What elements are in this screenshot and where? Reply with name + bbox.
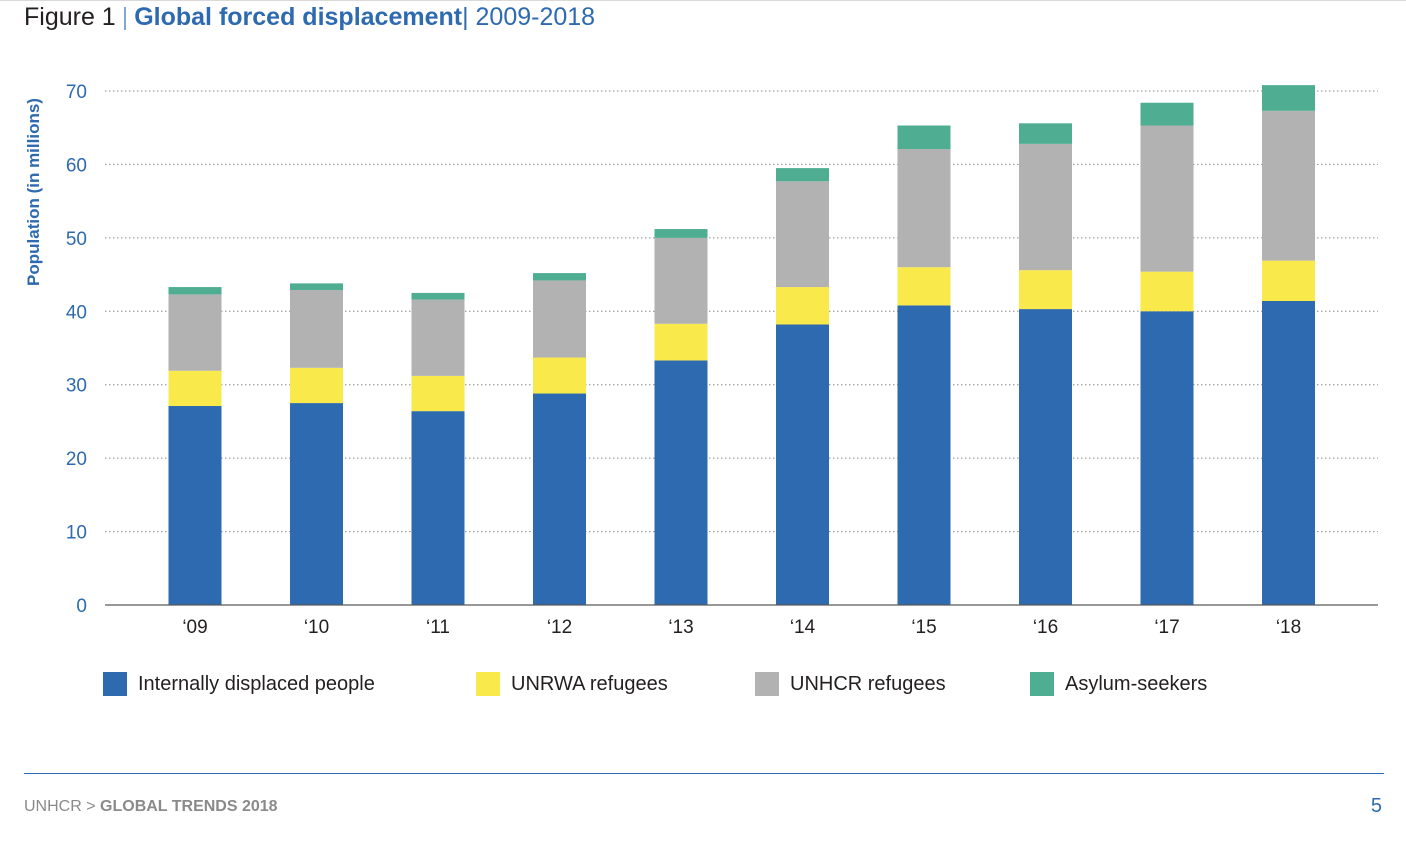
bar-segment (654, 323, 708, 361)
y-tick-label: 40 (66, 302, 87, 323)
bar-segment (533, 357, 586, 394)
bar-segment (897, 305, 951, 605)
bar-segment (290, 283, 343, 290)
chart-title: Global forced displacement (134, 3, 463, 31)
y-tick-label: 0 (76, 596, 87, 617)
x-tick-label: ‘18 (1276, 617, 1301, 638)
bar-segment (654, 237, 708, 324)
bar-segment (533, 393, 586, 605)
y-tick-label: 60 (66, 155, 87, 176)
bar-segment (1019, 270, 1072, 310)
bar-segment (654, 360, 708, 605)
x-tick-label: ‘17 (1154, 617, 1179, 638)
bar-segment (1140, 125, 1194, 272)
bar-segment (411, 299, 465, 376)
bar-segment (168, 370, 222, 407)
bar-segment (897, 125, 951, 150)
bar-segment (290, 403, 343, 605)
bar-segment (290, 289, 343, 368)
bar-segment (1262, 85, 1315, 111)
bar-segment (411, 411, 465, 605)
bar-segment (776, 324, 829, 605)
x-tick-label: ‘12 (547, 617, 572, 638)
y-tick-label: 10 (66, 523, 87, 544)
footer-org: UNHCR (24, 798, 82, 815)
bar-segment (533, 273, 586, 281)
bar-segment (1140, 102, 1194, 126)
bar-segment (1140, 271, 1194, 312)
page-number: 5 (1370, 795, 1382, 817)
bar-segment (168, 406, 222, 605)
x-tick-label: ‘16 (1033, 617, 1058, 638)
bar-segment (654, 229, 708, 238)
figure-title: Figure 1 | Global forced displacement| 200… (24, 2, 595, 32)
figure-label: Figure 1 (24, 3, 116, 31)
y-tick-label: 70 (66, 82, 87, 103)
bar-segment (411, 375, 465, 412)
footer-report-name: UNHCR > GLOBAL TRENDS 2018 (24, 798, 278, 816)
bar-segment (776, 287, 829, 325)
footer-arrow: > (86, 798, 96, 815)
y-tick-label: 30 (66, 376, 87, 397)
x-tick-label: ‘15 (911, 617, 936, 638)
bar-segment (1140, 311, 1194, 605)
x-tick-label: ‘13 (668, 617, 693, 638)
bar-segment (1262, 260, 1315, 302)
bar-segment (897, 267, 951, 306)
bar-segment (411, 292, 465, 300)
title-years-separator: | (462, 3, 469, 31)
bar-segment (776, 181, 829, 288)
x-tick-label: ‘10 (304, 617, 329, 638)
y-tick-label: 50 (66, 229, 87, 250)
y-tick-label: 20 (66, 449, 87, 470)
bar-segment (897, 149, 951, 268)
bar-segment (533, 280, 586, 358)
footer-report: GLOBAL TRENDS 2018 (100, 798, 278, 815)
x-tick-label: ‘14 (790, 617, 816, 638)
bar-segment (168, 294, 222, 371)
bar-segment (1262, 301, 1315, 605)
bar-segment (290, 367, 343, 404)
bar-segment (1019, 143, 1072, 271)
bar-segment (1019, 309, 1072, 605)
bar-segment (1262, 110, 1315, 261)
title-years: 2009-2018 (475, 3, 596, 31)
bar-segment (776, 168, 829, 182)
bar-segment (1019, 123, 1072, 144)
top-rule (0, 0, 1406, 1)
x-tick-label: ‘11 (426, 617, 450, 638)
footer-rule (24, 773, 1384, 774)
y-axis-title: Population (in millions) (24, 98, 43, 286)
bar-segment (168, 287, 222, 295)
title-separator: | (121, 3, 129, 31)
x-tick-label: ‘09 (182, 617, 207, 638)
